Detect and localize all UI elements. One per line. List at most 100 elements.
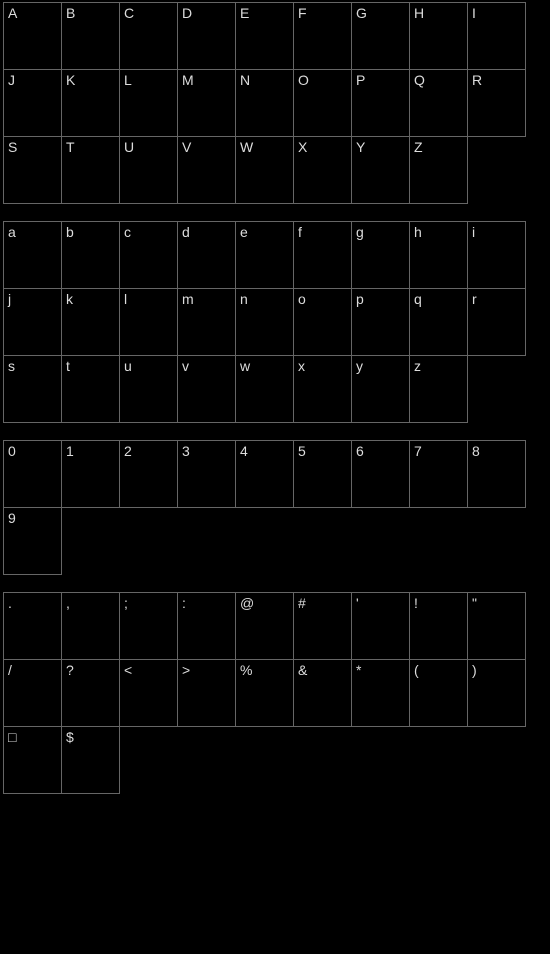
glyph-cell: Y — [351, 136, 410, 204]
glyph-cell: * — [351, 659, 410, 727]
glyph-cell: a — [3, 221, 62, 289]
glyph-grid: ABCDEFGHIJKLMNOPQRSTUVWXYZ — [3, 3, 526, 204]
glyph-label: " — [472, 595, 477, 611]
glyph-label: u — [124, 358, 132, 374]
glyph-label: I — [472, 5, 476, 21]
glyph-label: ' — [356, 595, 359, 611]
glyph-label: V — [182, 139, 191, 155]
glyph-label: & — [298, 662, 307, 678]
glyph-cell: g — [351, 221, 410, 289]
glyph-cell: x — [293, 355, 352, 423]
section-lowercase: abcdefghijklmnopqrstuvwxyz — [3, 222, 547, 423]
glyph-cell: q — [409, 288, 468, 356]
glyph-cell: D — [177, 2, 236, 70]
glyph-cell: y — [351, 355, 410, 423]
glyph-label: Q — [414, 72, 425, 88]
glyph-cell: o — [293, 288, 352, 356]
glyph-cell: b — [61, 221, 120, 289]
glyph-cell: " — [467, 592, 526, 660]
glyph-label: t — [66, 358, 70, 374]
section-symbols: .,;:@#'!"/?<>%&*()□$ — [3, 593, 547, 794]
glyph-cell: S — [3, 136, 62, 204]
glyph-label: 1 — [66, 443, 74, 459]
glyph-chart: ABCDEFGHIJKLMNOPQRSTUVWXYZabcdefghijklmn… — [0, 0, 550, 815]
glyph-label: h — [414, 224, 422, 240]
glyph-label: s — [8, 358, 15, 374]
glyph-cell: X — [293, 136, 352, 204]
glyph-cell: L — [119, 69, 178, 137]
glyph-label: ( — [414, 662, 419, 678]
glyph-cell: A — [3, 2, 62, 70]
glyph-label: $ — [66, 729, 74, 745]
glyph-label: 6 — [356, 443, 364, 459]
glyph-cell: ) — [467, 659, 526, 727]
glyph-label: O — [298, 72, 309, 88]
glyph-cell: h — [409, 221, 468, 289]
glyph-label: < — [124, 662, 132, 678]
glyph-label: r — [472, 291, 477, 307]
glyph-label: d — [182, 224, 190, 240]
glyph-label: q — [414, 291, 422, 307]
glyph-cell: W — [235, 136, 294, 204]
glyph-cell: # — [293, 592, 352, 660]
glyph-cell: 5 — [293, 440, 352, 508]
glyph-label: v — [182, 358, 189, 374]
glyph-grid: abcdefghijklmnopqrstuvwxyz — [3, 222, 526, 423]
glyph-cell: K — [61, 69, 120, 137]
glyph-label: C — [124, 5, 134, 21]
glyph-label: a — [8, 224, 16, 240]
glyph-cell: n — [235, 288, 294, 356]
glyph-label: m — [182, 291, 194, 307]
glyph-label: A — [8, 5, 17, 21]
glyph-label: N — [240, 72, 250, 88]
glyph-label: W — [240, 139, 253, 155]
glyph-cell: > — [177, 659, 236, 727]
glyph-label: * — [356, 662, 361, 678]
glyph-cell: c — [119, 221, 178, 289]
glyph-cell: w — [235, 355, 294, 423]
glyph-label: J — [8, 72, 15, 88]
glyph-label: > — [182, 662, 190, 678]
glyph-cell: G — [351, 2, 410, 70]
glyph-label: ! — [414, 595, 418, 611]
glyph-cell: P — [351, 69, 410, 137]
glyph-label: c — [124, 224, 131, 240]
glyph-cell: N — [235, 69, 294, 137]
glyph-label: B — [66, 5, 75, 21]
glyph-cell: E — [235, 2, 294, 70]
glyph-cell: J — [3, 69, 62, 137]
glyph-label: M — [182, 72, 194, 88]
glyph-cell: ( — [409, 659, 468, 727]
glyph-cell: k — [61, 288, 120, 356]
glyph-cell: v — [177, 355, 236, 423]
glyph-label: K — [66, 72, 75, 88]
glyph-label: 4 — [240, 443, 248, 459]
glyph-label: L — [124, 72, 132, 88]
glyph-cell: F — [293, 2, 352, 70]
glyph-cell: / — [3, 659, 62, 727]
glyph-label: G — [356, 5, 367, 21]
glyph-label: l — [124, 291, 127, 307]
glyph-cell: z — [409, 355, 468, 423]
glyph-label: i — [472, 224, 475, 240]
glyph-label: P — [356, 72, 365, 88]
glyph-cell: M — [177, 69, 236, 137]
glyph-cell: j — [3, 288, 62, 356]
glyph-cell: % — [235, 659, 294, 727]
glyph-label: w — [240, 358, 250, 374]
glyph-cell: d — [177, 221, 236, 289]
glyph-cell: i — [467, 221, 526, 289]
glyph-cell: p — [351, 288, 410, 356]
glyph-cell: 8 — [467, 440, 526, 508]
glyph-cell: m — [177, 288, 236, 356]
glyph-label: 9 — [8, 510, 16, 526]
glyph-cell: Z — [409, 136, 468, 204]
glyph-label: 2 — [124, 443, 132, 459]
glyph-label: b — [66, 224, 74, 240]
glyph-cell: e — [235, 221, 294, 289]
glyph-label: , — [66, 595, 70, 611]
glyph-label: Z — [414, 139, 423, 155]
glyph-label: D — [182, 5, 192, 21]
glyph-label: % — [240, 662, 252, 678]
glyph-label: y — [356, 358, 363, 374]
